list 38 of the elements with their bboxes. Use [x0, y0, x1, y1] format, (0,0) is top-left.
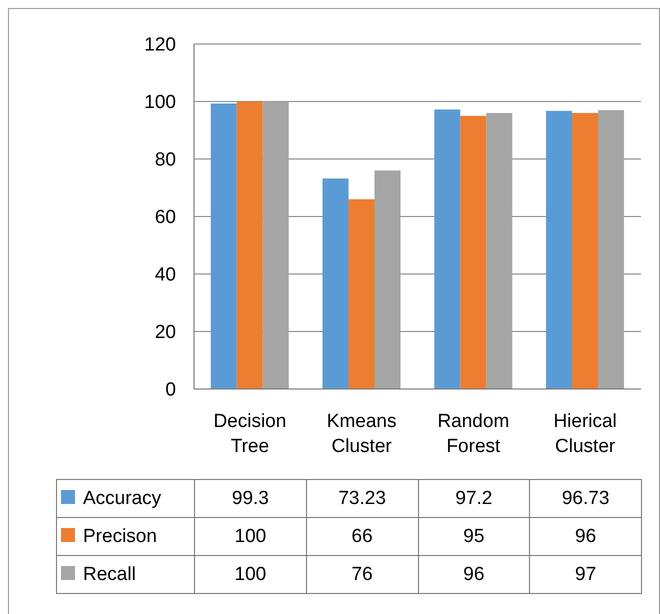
bar	[348, 199, 375, 389]
bar	[210, 104, 237, 389]
y-tick-label: 40	[154, 264, 176, 286]
x-tick-label: Random Forest	[437, 411, 510, 457]
y-tick-label: 60	[154, 207, 176, 228]
data-label: 96	[530, 518, 642, 556]
y-tick-label: 120	[144, 34, 176, 56]
data-label: 97.2	[418, 480, 530, 518]
data-label: 73.23	[306, 480, 418, 518]
data-label: 95	[418, 518, 530, 556]
data-label: 96.73	[530, 480, 642, 518]
data-label: 100	[194, 518, 306, 556]
legend-label: Recall	[56, 556, 194, 594]
x-tick-label: Hierical Cluster	[553, 411, 617, 457]
y-tick-label: 0	[165, 380, 176, 401]
data-label: 96	[418, 556, 530, 594]
bar	[322, 178, 349, 389]
y-tick-label: 100	[144, 92, 176, 114]
bar	[598, 110, 624, 389]
bar	[486, 113, 512, 389]
data-label: 76	[306, 556, 418, 594]
bar	[374, 170, 401, 389]
legend-label: Precison	[56, 518, 194, 556]
bar	[546, 110, 572, 389]
bar	[460, 116, 486, 389]
y-tick-label: 20	[154, 322, 176, 344]
data-label: 97	[530, 556, 642, 594]
y-tick-label: 80	[154, 150, 176, 171]
bar	[236, 102, 263, 389]
x-tick-label: Kmeans Cluster	[326, 411, 396, 457]
bar	[262, 102, 289, 389]
data-label: 66	[306, 518, 418, 556]
x-tick-label: Decision Tree	[213, 411, 286, 457]
bar	[434, 110, 460, 389]
legend-label: Accuracy	[56, 480, 194, 518]
data-label: 100	[194, 556, 306, 594]
data-label: 99.3	[194, 480, 306, 518]
bar	[572, 113, 598, 389]
